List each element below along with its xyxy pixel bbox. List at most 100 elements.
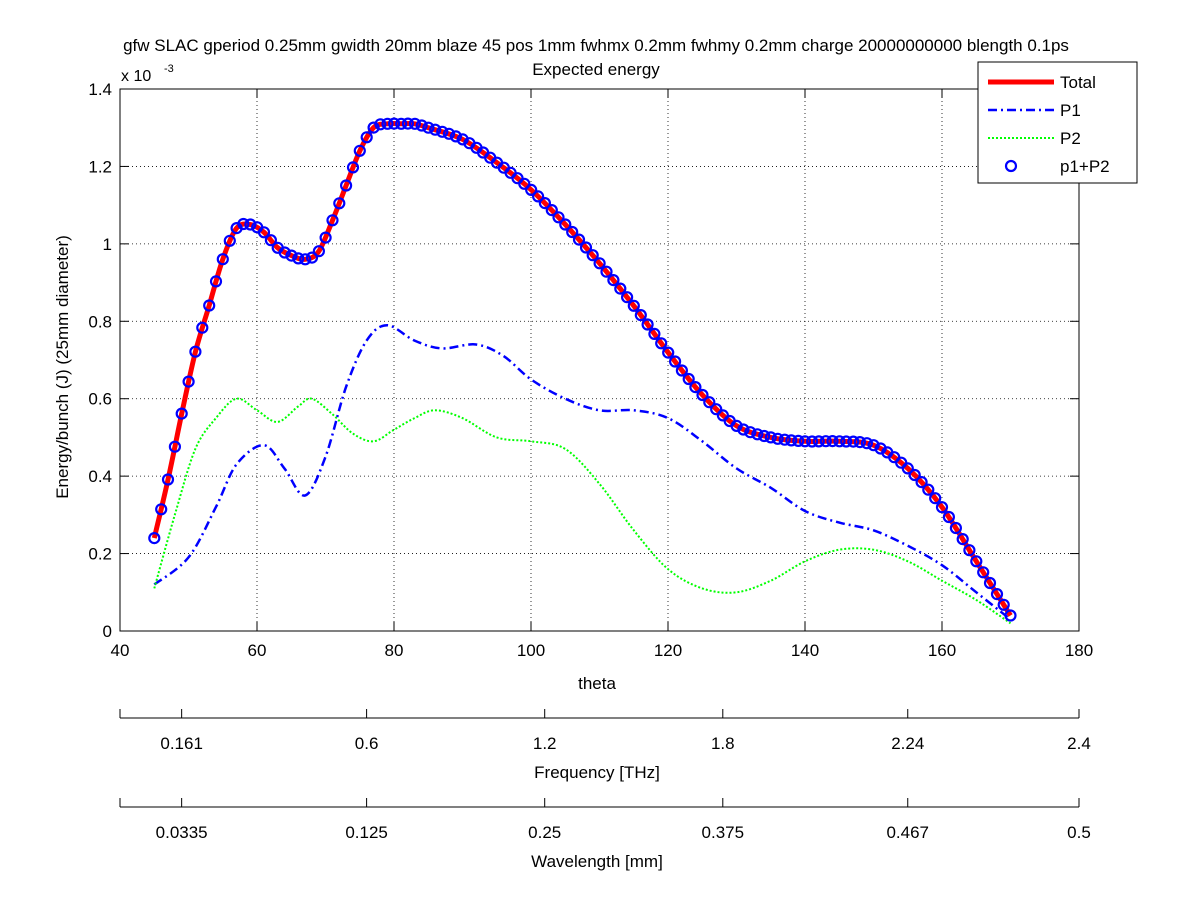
p1p2-marker — [798, 435, 812, 448]
p1p2-marker — [614, 282, 627, 295]
secondary-axis-tick-label: 2.4 — [1067, 734, 1091, 753]
plot-area: 40 60 80 100 120 140 160 180 0 0.2 0.4 0.6 0.8 1 1.2 1.… — [88, 80, 1093, 660]
p1p2-marker — [710, 403, 723, 416]
secondary-axis-tick-label: 1.2 — [533, 734, 557, 753]
chart-subtitle: Expected energy — [532, 60, 660, 79]
y-tick-label: 0.8 — [88, 312, 112, 331]
secondary-axis-tick-label: 1.8 — [711, 734, 735, 753]
y-tick-label: 1.2 — [88, 157, 112, 176]
p1p2-marker — [168, 440, 181, 453]
p1p2-marker — [812, 435, 825, 448]
p1p2-marker — [346, 161, 360, 174]
x-tick-label: 80 — [385, 641, 404, 660]
p1p2-marker — [620, 291, 634, 304]
p1p2-marker — [983, 576, 997, 590]
p1p2-marker — [771, 432, 784, 445]
p1p2-marker — [963, 544, 976, 557]
p1p2-marker — [744, 426, 757, 439]
p1p2-marker — [360, 131, 373, 144]
legend-box — [977, 61, 1138, 184]
p1p2-marker — [209, 275, 223, 288]
y-exponent-power: -3 — [164, 63, 174, 75]
p1p2-marker — [935, 501, 949, 514]
x-tick-label: 100 — [517, 641, 545, 660]
p1p2-marker — [552, 211, 565, 224]
p1p2-marker — [237, 217, 250, 231]
x-tick-label: 120 — [654, 641, 682, 660]
p1p2-marker — [340, 179, 353, 192]
p1p2-marker — [915, 476, 928, 489]
p1p2-marker — [792, 434, 805, 447]
series-line-total — [151, 121, 1013, 617]
frequency-axis-label: Frequency [THz] — [534, 763, 660, 782]
p1p2-marker — [566, 225, 579, 239]
p1p2-marker — [867, 439, 880, 452]
p1p2-marker — [388, 117, 401, 130]
p1p2-marker — [778, 433, 791, 446]
p1p2-marker — [572, 233, 586, 246]
p1p2-marker — [833, 435, 846, 448]
axes-background — [120, 89, 1079, 631]
x-tick-label: 40 — [111, 641, 130, 660]
y-tick-label: 1.4 — [88, 80, 112, 99]
p1p2-marker — [422, 121, 435, 134]
p1p2-marker — [223, 234, 236, 247]
p1p2-marker — [155, 503, 168, 516]
p1p2-marker — [662, 346, 675, 359]
p1p2-marker — [949, 521, 963, 535]
p1p2-marker — [668, 355, 682, 368]
p1p2-marker — [901, 462, 914, 475]
p1p2-marker — [805, 435, 819, 448]
p1p2-marker — [579, 241, 593, 254]
p1p2-marker — [285, 249, 298, 262]
x-tick-label: 60 — [248, 641, 267, 660]
p1p2-marker — [840, 435, 853, 448]
p1p2-marker — [607, 274, 620, 287]
y-tick-label: 0 — [103, 622, 112, 641]
chart-title: gfw SLAC gperiod 0.25mm gwidth 20mm blaz… — [123, 36, 1069, 55]
p1p2-marker — [847, 435, 860, 448]
legend-label: Total — [1060, 73, 1096, 92]
p1p2-marker — [682, 372, 695, 386]
p1p2-marker — [278, 246, 291, 259]
wavelength-axis-label: Wavelength [mm] — [531, 852, 663, 871]
p1p2-marker — [175, 407, 188, 420]
p1p2-marker — [182, 375, 195, 388]
p1p2-marker — [1004, 609, 1017, 622]
y-tick-label: 0.4 — [88, 467, 112, 486]
p1p2-marker — [203, 299, 216, 312]
p1p2-marker — [531, 190, 545, 203]
legend-label: p1+P2 — [1060, 157, 1110, 176]
y-tick-label: 0.2 — [88, 545, 112, 564]
p1p2-marker — [148, 531, 161, 545]
secondary-axis-tick-label: 2.24 — [891, 734, 924, 753]
p1p2-marker — [312, 245, 325, 258]
p1p2-marker — [196, 321, 209, 334]
p1p2-marker — [326, 214, 339, 227]
p1p2-marker — [785, 434, 798, 447]
p1p2-marker — [641, 318, 654, 331]
p1p2-marker — [593, 257, 606, 270]
p1p2-marker — [826, 435, 839, 448]
p1p2-marker — [990, 587, 1004, 601]
p1p2-marker — [929, 492, 942, 505]
p1p2-marker — [264, 234, 277, 247]
legend-marker-p1plusp2 — [1004, 159, 1018, 173]
p1p2-marker — [518, 177, 531, 190]
p1p2-marker — [758, 429, 771, 443]
p1p2-marker — [819, 435, 832, 448]
p1p2-marker — [634, 309, 647, 322]
secondary-axes: 0.161 0.6 1.2 1.8 2.24 2.4 0.0335 0.125 0.25 0.37… — [119, 709, 1091, 842]
p1p2-marker — [442, 127, 456, 140]
p1p2-marker — [586, 249, 599, 262]
y-tick-label: 0.6 — [88, 390, 112, 409]
secondary-axis-tick-label: 0.5 — [1067, 823, 1091, 842]
legend: Total P1 P2 p1+P2 — [977, 61, 1138, 184]
secondary-axis-tick-label: 0.161 — [160, 734, 203, 753]
secondary-axis-tick-label: 0.25 — [528, 823, 561, 842]
p1p2-marker — [977, 566, 990, 579]
p1p2-marker — [292, 252, 305, 265]
p1p2-marker — [600, 265, 613, 278]
p1p2-marker — [257, 226, 271, 239]
p1p2-marker — [449, 130, 462, 143]
